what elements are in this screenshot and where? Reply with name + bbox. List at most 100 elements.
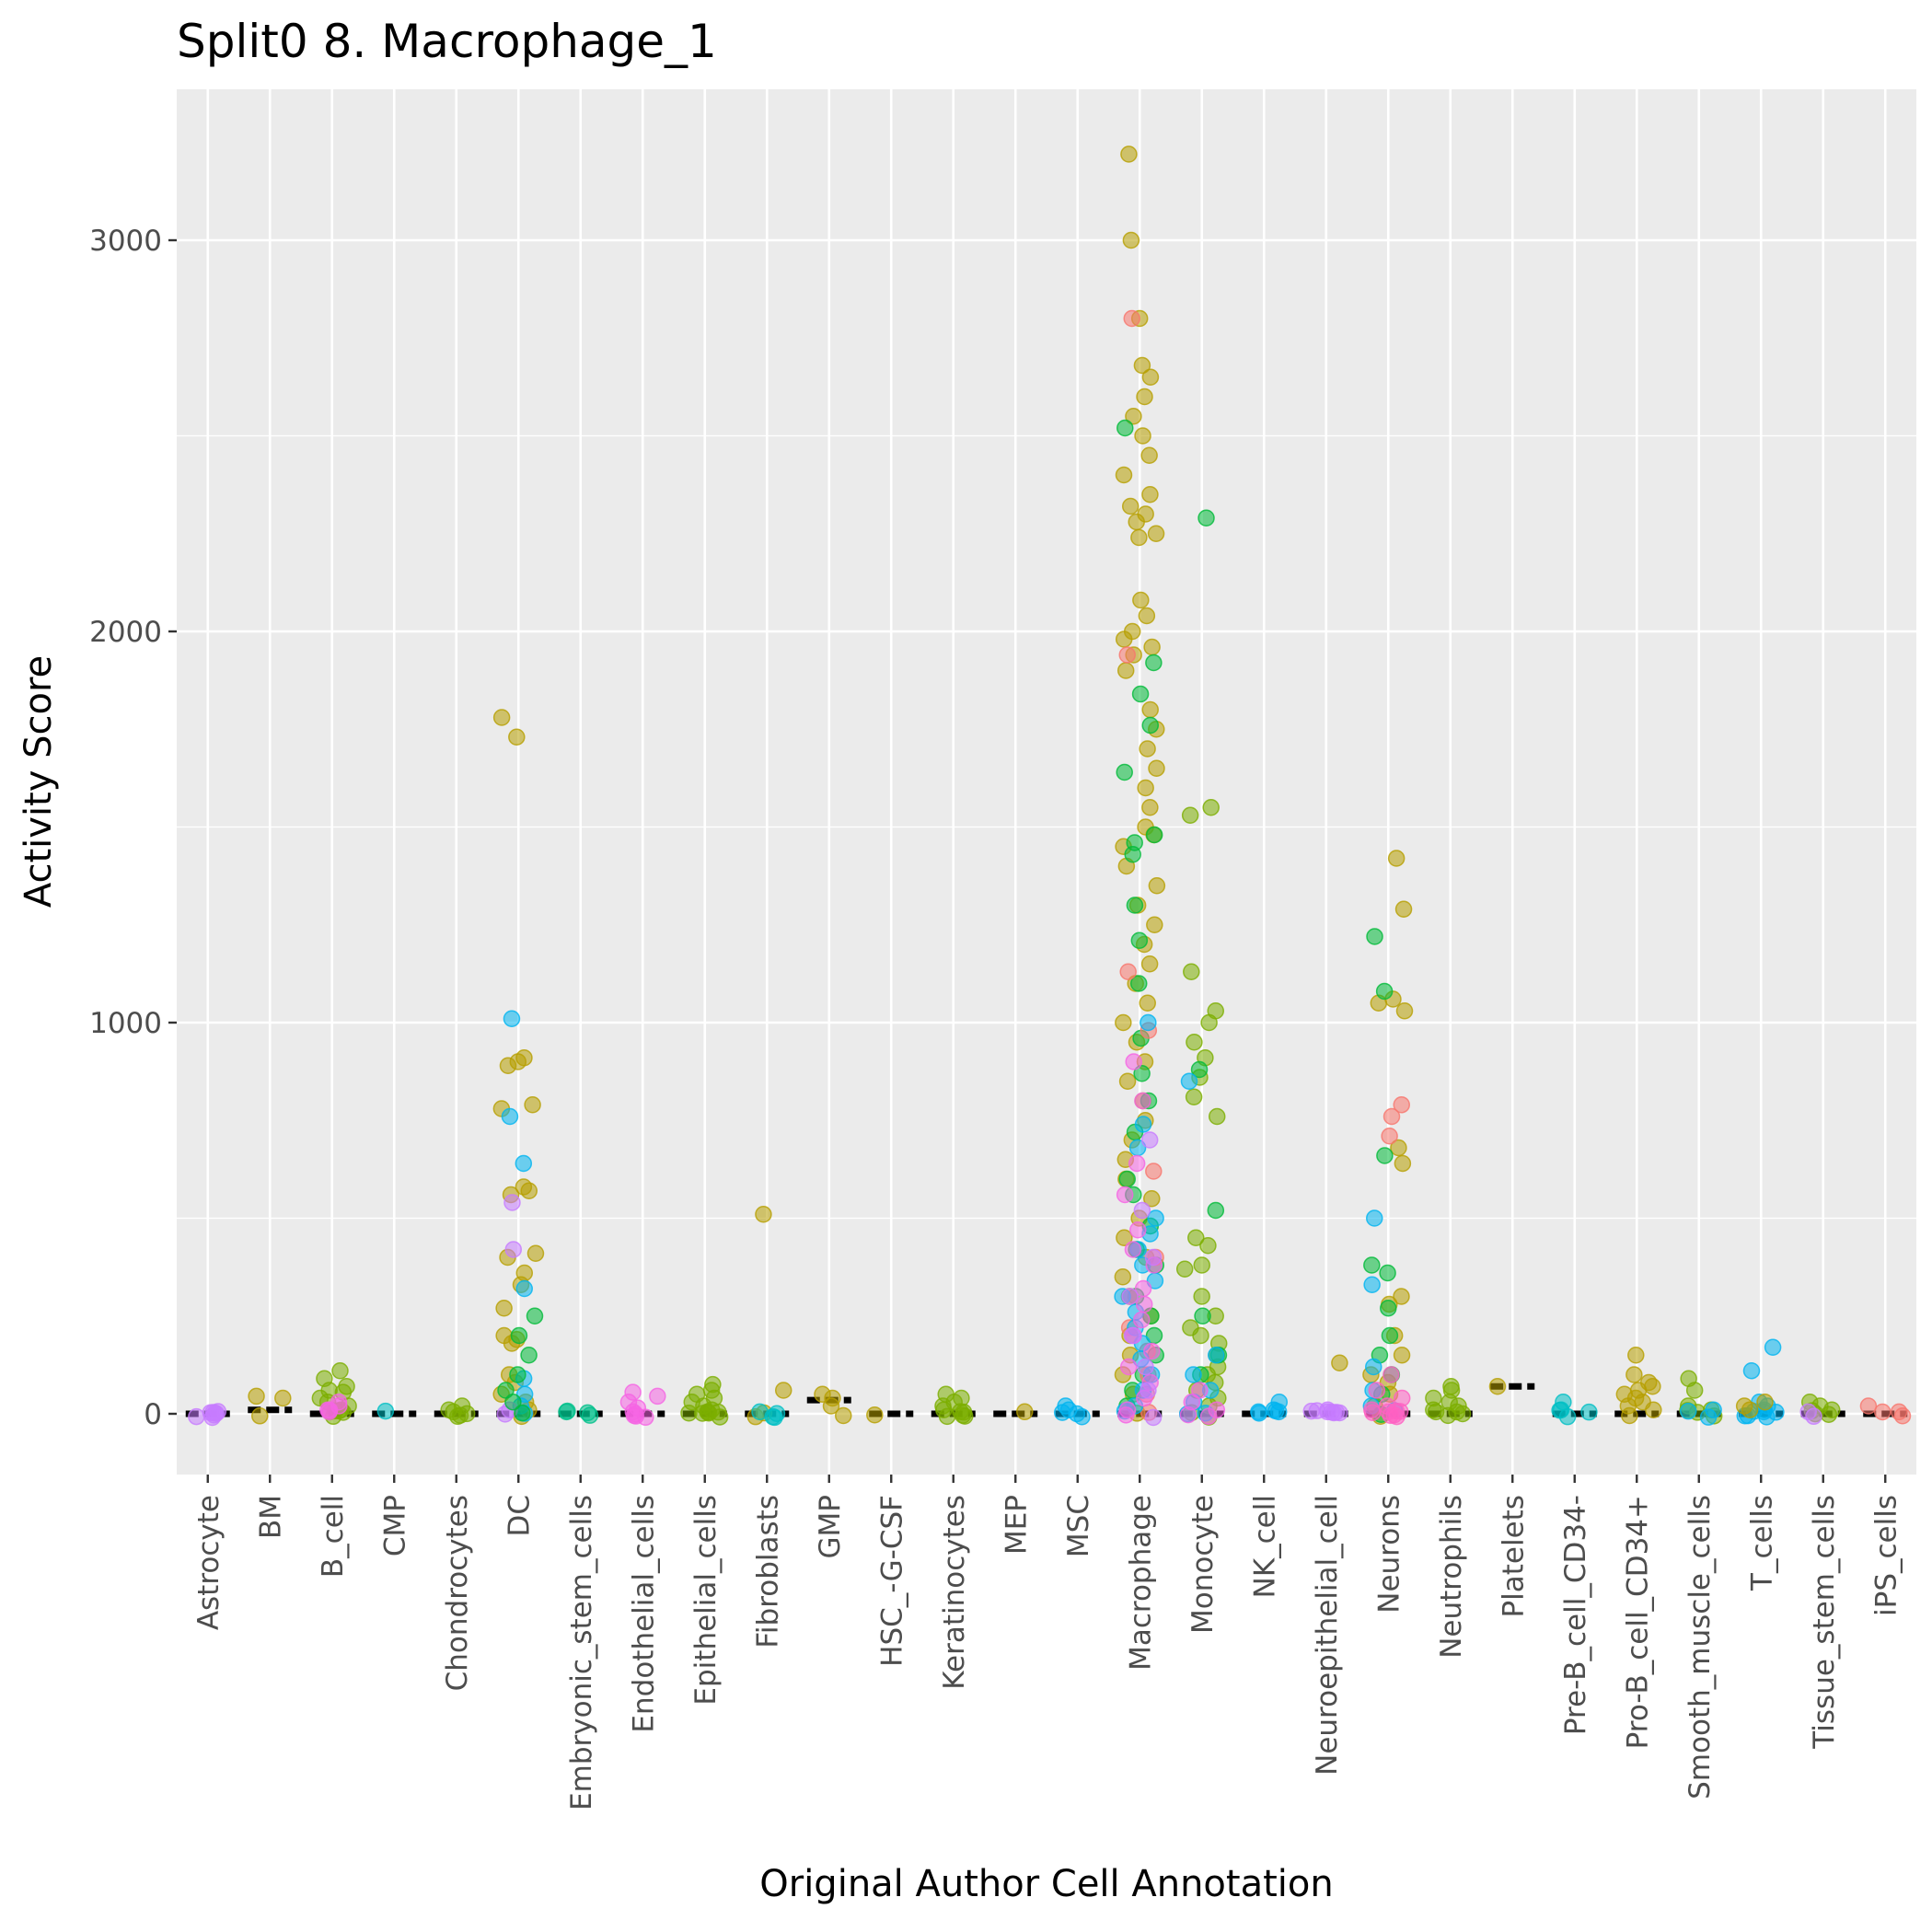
data-point	[835, 1406, 852, 1425]
data-point	[1193, 1288, 1210, 1305]
data-point	[1118, 646, 1136, 664]
data-point	[501, 1107, 519, 1126]
data-point	[514, 1404, 531, 1422]
data-point	[1375, 982, 1394, 1001]
data-point	[680, 1404, 698, 1422]
data-point	[526, 1307, 544, 1325]
data-point	[755, 1206, 772, 1223]
data-point	[1208, 1107, 1226, 1126]
data-point	[1394, 1154, 1412, 1173]
data-point	[1141, 486, 1159, 503]
plot-panel	[177, 89, 1916, 1475]
data-point	[1382, 1366, 1400, 1383]
data-point	[1191, 1382, 1209, 1399]
data-point	[1366, 928, 1383, 945]
data-point	[1193, 1256, 1210, 1274]
data-point	[1368, 1382, 1386, 1399]
x-tick-label: T_cells	[1745, 1495, 1778, 1591]
data-point	[1126, 897, 1144, 914]
data-point	[1199, 1407, 1218, 1426]
data-point	[1390, 1139, 1407, 1157]
data-point	[1388, 1407, 1406, 1426]
data-point	[248, 1387, 265, 1406]
data-point	[1394, 900, 1413, 918]
data-point	[1764, 1338, 1782, 1356]
data-point	[1758, 1408, 1776, 1426]
data-point	[1129, 1221, 1147, 1239]
data-point	[1185, 1088, 1203, 1105]
data-point	[1119, 963, 1137, 980]
x-tick-label: Neurons	[1372, 1495, 1406, 1614]
grid-minor	[177, 434, 1916, 1220]
data-point	[1133, 356, 1151, 375]
x-tick-label: Platelets	[1497, 1495, 1530, 1618]
data-point	[1366, 1209, 1383, 1227]
data-point	[710, 1403, 727, 1421]
x-tick-label: Smooth_muscle_cells	[1683, 1495, 1717, 1799]
data-point	[376, 1402, 395, 1420]
data-point	[1118, 1072, 1137, 1090]
data-point	[1116, 763, 1133, 781]
data-point	[1180, 1072, 1198, 1090]
data-point	[1183, 963, 1200, 980]
data-point	[1145, 826, 1163, 844]
data-point	[1382, 1107, 1401, 1126]
y-tick-label: 1000	[89, 1007, 162, 1040]
data-point	[1381, 1128, 1398, 1145]
data-point	[1363, 1276, 1381, 1293]
data-point	[503, 1010, 521, 1027]
x-tick-label: NK_cell	[1248, 1495, 1281, 1598]
data-point	[1143, 1190, 1161, 1208]
data-point	[822, 1397, 840, 1415]
data-point	[1148, 759, 1165, 777]
data-point	[1143, 1342, 1161, 1360]
data-point	[496, 1406, 515, 1423]
data-point	[1130, 975, 1148, 992]
data-point	[1644, 1378, 1661, 1395]
data-point	[1144, 1248, 1163, 1267]
y-tick-label: 0	[144, 1398, 162, 1431]
data-point	[1114, 1268, 1132, 1286]
x-axis-title: Original Author Cell Annotation	[759, 1863, 1333, 1905]
data-point	[1379, 1264, 1396, 1282]
data-point	[1175, 1260, 1194, 1278]
data-point	[1742, 1362, 1761, 1380]
data-point	[1805, 1407, 1822, 1426]
x-tick-label: Keratinocytes	[938, 1495, 971, 1690]
data-point	[1756, 1394, 1774, 1411]
data-point	[1140, 1013, 1157, 1032]
data-point	[1185, 1366, 1202, 1383]
data-point	[1199, 1237, 1217, 1255]
data-point	[1141, 368, 1160, 386]
data-point	[1125, 1053, 1142, 1070]
y-axis: 0 1000 2000 3000	[89, 225, 177, 1431]
data-point	[320, 1401, 339, 1419]
data-point	[1128, 1154, 1146, 1173]
data-point	[1140, 955, 1159, 973]
data-point	[1179, 1406, 1197, 1424]
data-point	[1134, 427, 1151, 445]
data-point	[1699, 1408, 1718, 1426]
data-point	[1118, 1170, 1137, 1188]
chart-title: Split0 8. Macrophage_1	[177, 15, 717, 68]
data-point	[1269, 1403, 1288, 1421]
data-point	[1208, 1347, 1225, 1364]
data-point	[1128, 513, 1145, 531]
data-point	[451, 1406, 469, 1424]
x-tick-label: Neutrophils	[1435, 1495, 1468, 1659]
y-tick-label: 3000	[89, 225, 162, 258]
data-point	[1376, 1147, 1394, 1164]
data-point	[188, 1407, 205, 1426]
data-point	[1187, 1229, 1205, 1246]
data-point	[626, 1405, 644, 1423]
data-point	[1141, 799, 1159, 816]
data-point	[1140, 1382, 1157, 1399]
data-point	[1115, 466, 1133, 484]
data-point	[1145, 1163, 1163, 1180]
data-point	[1134, 1092, 1151, 1110]
data-point	[1190, 1060, 1209, 1079]
data-point	[499, 1057, 517, 1074]
x-tick-label: Astrocyte	[192, 1495, 226, 1630]
data-point	[1393, 1347, 1411, 1364]
